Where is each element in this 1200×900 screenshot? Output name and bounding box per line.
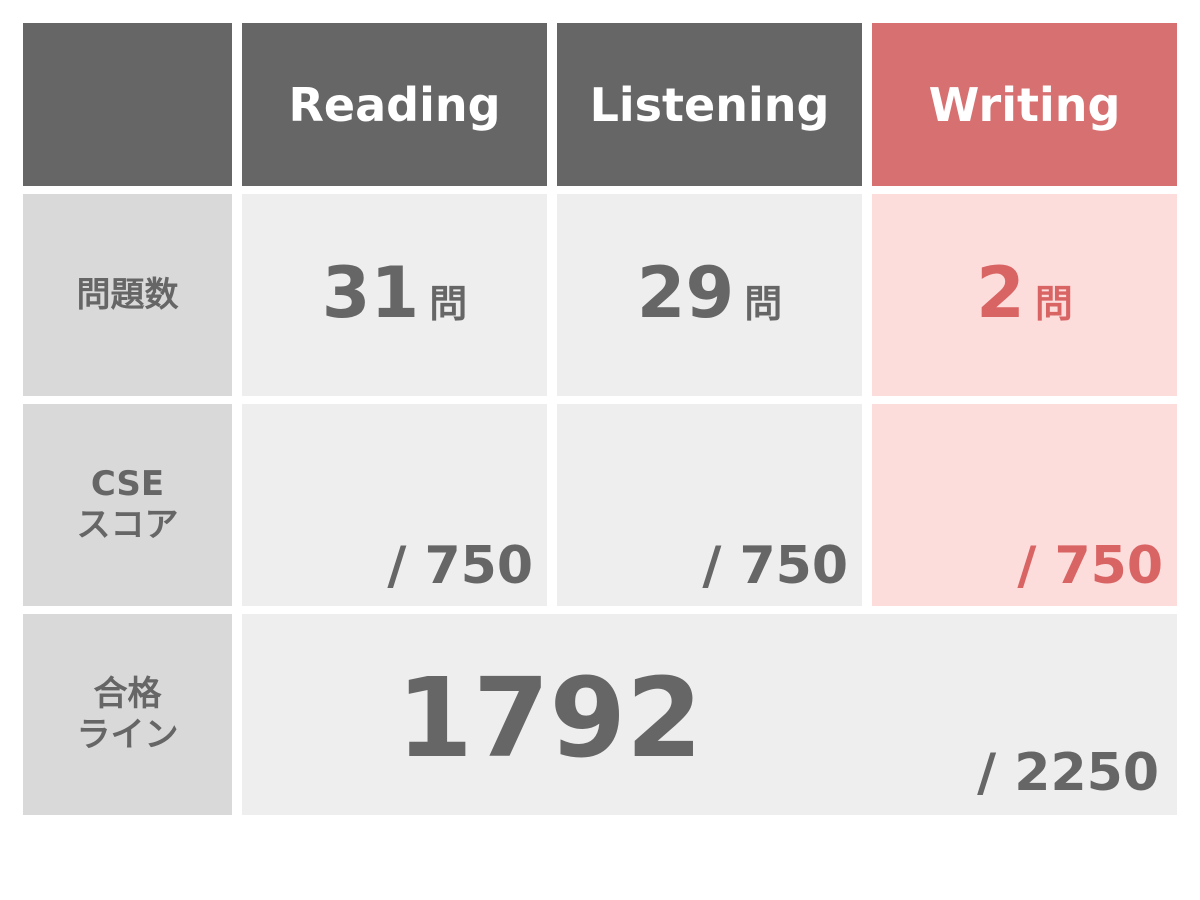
question-unit: 問 [429,282,468,326]
question-unit: 問 [744,282,783,326]
header-listening: Listening [557,23,862,186]
reading-questions: 31 問 [242,194,547,396]
row-label-cse: CSE スコア [23,404,232,606]
header-reading: Reading [242,23,547,186]
writing-cse: / 750 [872,404,1177,606]
reading-cse: / 750 [242,404,547,606]
question-count: 31 [321,252,420,334]
pass-score: 1792 [396,654,703,782]
cse-max: / 750 [387,536,533,596]
row-label-questions-text: 問題数 [76,274,179,315]
row-label-cse-line2: スコア [76,505,179,545]
corner-cell [23,23,232,186]
header-writing: Writing [872,23,1177,186]
row-label-cse-line1: CSE [90,464,165,505]
cse-max: / 750 [1017,536,1163,596]
question-unit: 問 [1034,282,1073,326]
row-label-pass: 合格 ライン [23,614,232,815]
row-label-questions: 問題数 [23,194,232,396]
listening-questions: 29 問 [557,194,862,396]
question-count: 2 [976,252,1025,334]
listening-cse: / 750 [557,404,862,606]
row-label-pass-line1: 合格 [93,673,162,714]
pass-line-cell: 1792 / 2250 [242,614,1177,815]
cse-max: / 750 [702,536,848,596]
question-count: 29 [636,252,735,334]
row-label-pass-line2: ライン [76,714,179,755]
pass-total: / 2250 [977,743,1159,803]
